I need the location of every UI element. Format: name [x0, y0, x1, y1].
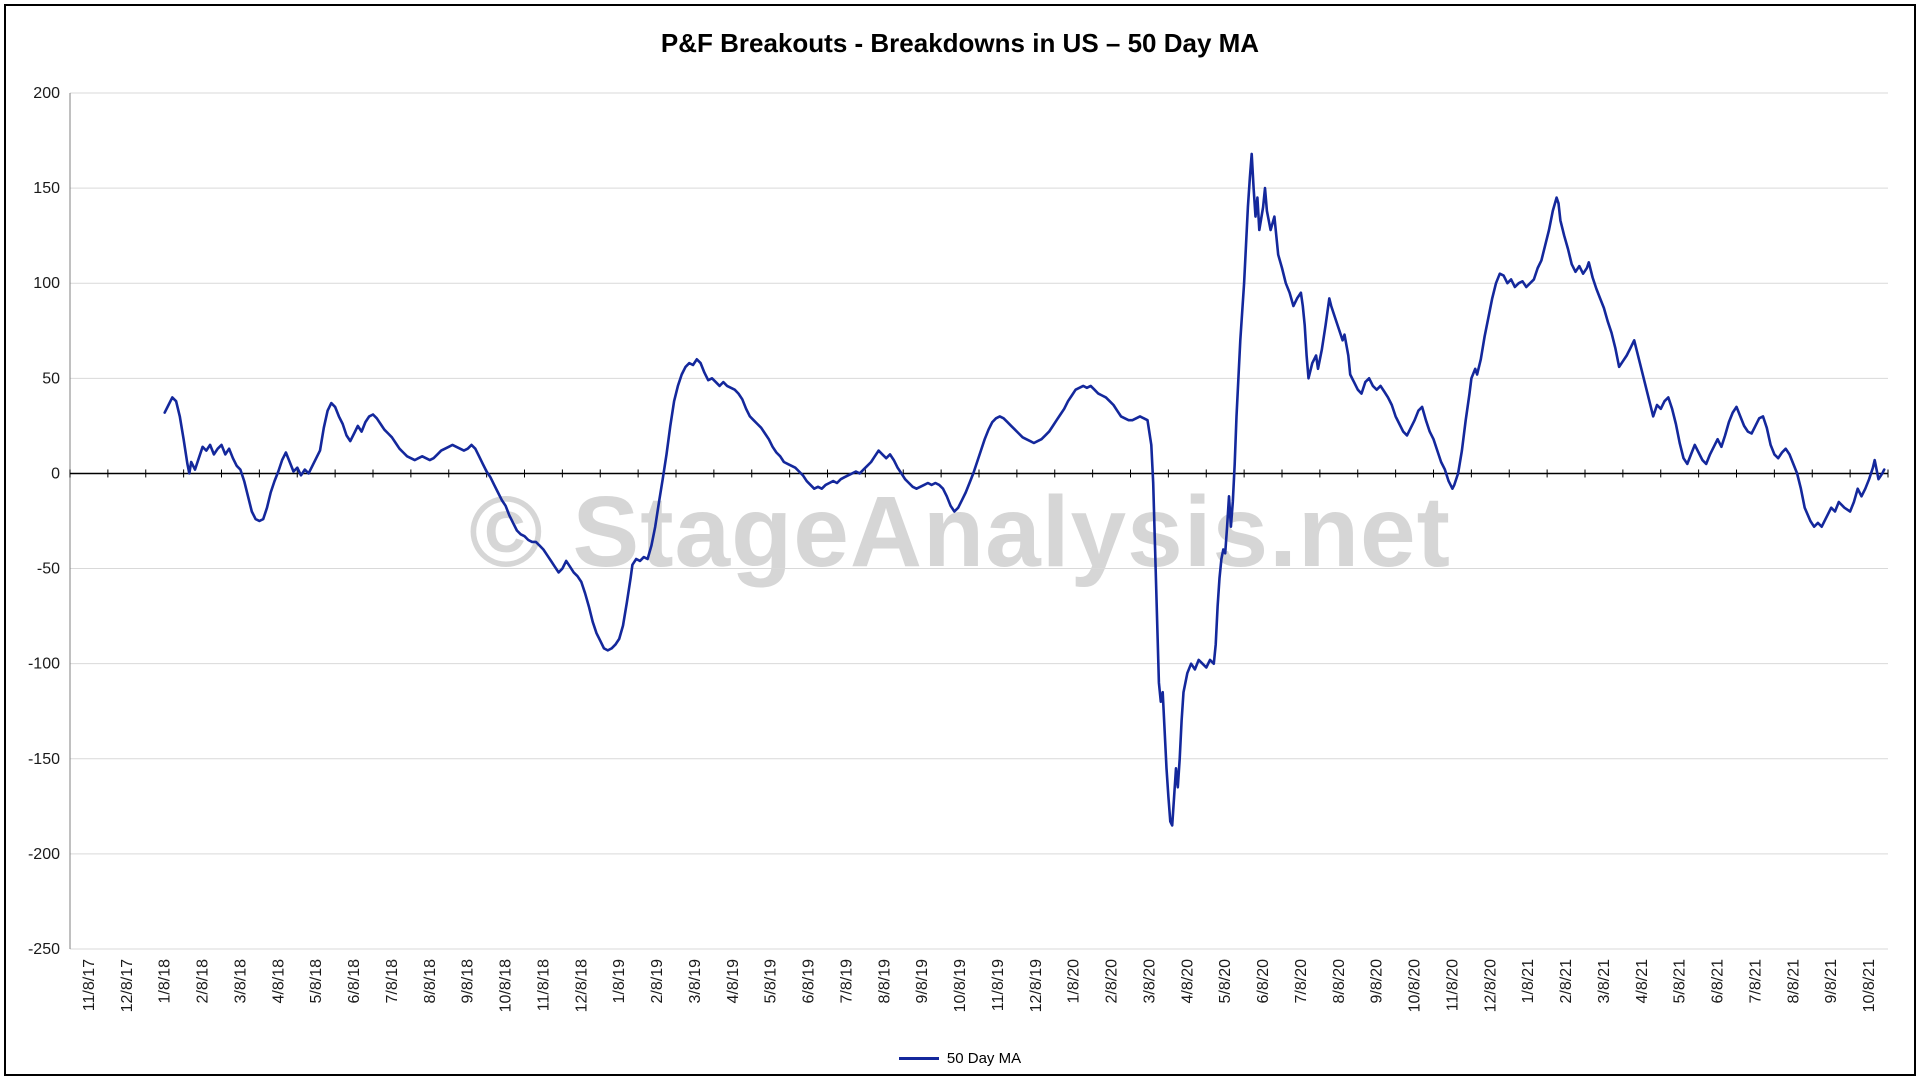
svg-text:12/8/20: 12/8/20 [1482, 959, 1499, 1012]
svg-text:2/8/21: 2/8/21 [1558, 959, 1575, 1004]
svg-text:5/8/20: 5/8/20 [1217, 959, 1234, 1004]
svg-text:10/8/18: 10/8/18 [498, 959, 515, 1012]
svg-text:4/8/19: 4/8/19 [725, 959, 742, 1004]
svg-text:4/8/18: 4/8/18 [270, 959, 287, 1004]
svg-text:2/8/20: 2/8/20 [1104, 959, 1121, 1004]
svg-text:8/8/19: 8/8/19 [876, 959, 893, 1004]
svg-text:2/8/18: 2/8/18 [195, 959, 212, 1004]
svg-text:5/8/18: 5/8/18 [308, 959, 325, 1004]
svg-text:10/8/19: 10/8/19 [952, 959, 969, 1012]
svg-text:9/8/19: 9/8/19 [914, 959, 931, 1004]
svg-text:9/8/21: 9/8/21 [1823, 959, 1840, 1004]
svg-text:2/8/19: 2/8/19 [649, 959, 666, 1004]
svg-text:9/8/20: 9/8/20 [1369, 959, 1386, 1004]
svg-text:-200: -200 [28, 846, 60, 863]
svg-text:6/8/19: 6/8/19 [801, 959, 818, 1004]
svg-text:10/8/21: 10/8/21 [1861, 959, 1878, 1012]
svg-text:150: 150 [33, 180, 60, 197]
svg-text:1/8/18: 1/8/18 [157, 959, 174, 1004]
series-line-50-day-ma [163, 152, 1886, 827]
svg-text:4/8/21: 4/8/21 [1634, 959, 1651, 1004]
svg-text:11/8/20: 11/8/20 [1444, 959, 1461, 1011]
svg-text:5/8/19: 5/8/19 [763, 959, 780, 1004]
legend: 50 Day MA [0, 1050, 1920, 1067]
svg-text:-150: -150 [28, 751, 60, 768]
chart-title: P&F Breakouts - Breakdowns in US – 50 Da… [660, 28, 1260, 58]
svg-text:0: 0 [51, 465, 60, 482]
y-axis-labels: 200 150 100 50 0 -50 -100 -150 -200 -250 [28, 85, 60, 958]
svg-text:5/8/21: 5/8/21 [1672, 959, 1689, 1004]
svg-text:10/8/20: 10/8/20 [1407, 959, 1424, 1012]
legend-label: 50 Day MA [946, 1050, 1022, 1067]
svg-text:12/8/18: 12/8/18 [573, 959, 590, 1012]
svg-text:3/8/19: 3/8/19 [687, 959, 704, 1004]
svg-text:6/8/20: 6/8/20 [1255, 959, 1272, 1004]
svg-text:11/8/17: 11/8/17 [81, 959, 98, 1011]
svg-text:-100: -100 [28, 656, 60, 673]
svg-text:3/8/20: 3/8/20 [1141, 959, 1158, 1004]
svg-text:1/8/20: 1/8/20 [1066, 959, 1083, 1004]
x-axis-ticks [69, 469, 1889, 478]
svg-text:-250: -250 [28, 941, 60, 958]
svg-text:12/8/19: 12/8/19 [1028, 959, 1045, 1012]
svg-text:8/8/20: 8/8/20 [1331, 959, 1348, 1004]
svg-text:7/8/19: 7/8/19 [838, 959, 855, 1004]
svg-text:3/8/21: 3/8/21 [1596, 959, 1613, 1004]
svg-text:50: 50 [42, 370, 60, 387]
svg-text:7/8/21: 7/8/21 [1747, 959, 1764, 1004]
svg-text:7/8/18: 7/8/18 [384, 959, 401, 1004]
svg-text:200: 200 [33, 85, 60, 102]
svg-text:11/8/18: 11/8/18 [535, 959, 552, 1011]
svg-text:3/8/18: 3/8/18 [232, 959, 249, 1004]
svg-text:8/8/18: 8/8/18 [422, 959, 439, 1004]
svg-text:9/8/18: 9/8/18 [460, 959, 477, 1004]
svg-text:6/8/21: 6/8/21 [1710, 959, 1727, 1004]
gridlines [70, 92, 1888, 950]
legend-line-sample [898, 1057, 939, 1060]
svg-text:11/8/19: 11/8/19 [990, 959, 1007, 1011]
svg-text:12/8/17: 12/8/17 [119, 959, 136, 1012]
svg-text:-50: -50 [37, 561, 60, 578]
svg-text:7/8/20: 7/8/20 [1293, 959, 1310, 1004]
x-axis-labels: 11/8/17 12/8/17 1/8/18 2/8/18 3/8/18 4/8/18 5/… [81, 959, 1878, 1012]
svg-text:1/8/19: 1/8/19 [611, 959, 628, 1004]
svg-text:4/8/20: 4/8/20 [1179, 959, 1196, 1004]
svg-text:8/8/21: 8/8/21 [1785, 959, 1802, 1004]
svg-text:6/8/18: 6/8/18 [346, 959, 363, 1004]
svg-text:100: 100 [33, 275, 60, 292]
svg-text:1/8/21: 1/8/21 [1520, 959, 1537, 1004]
